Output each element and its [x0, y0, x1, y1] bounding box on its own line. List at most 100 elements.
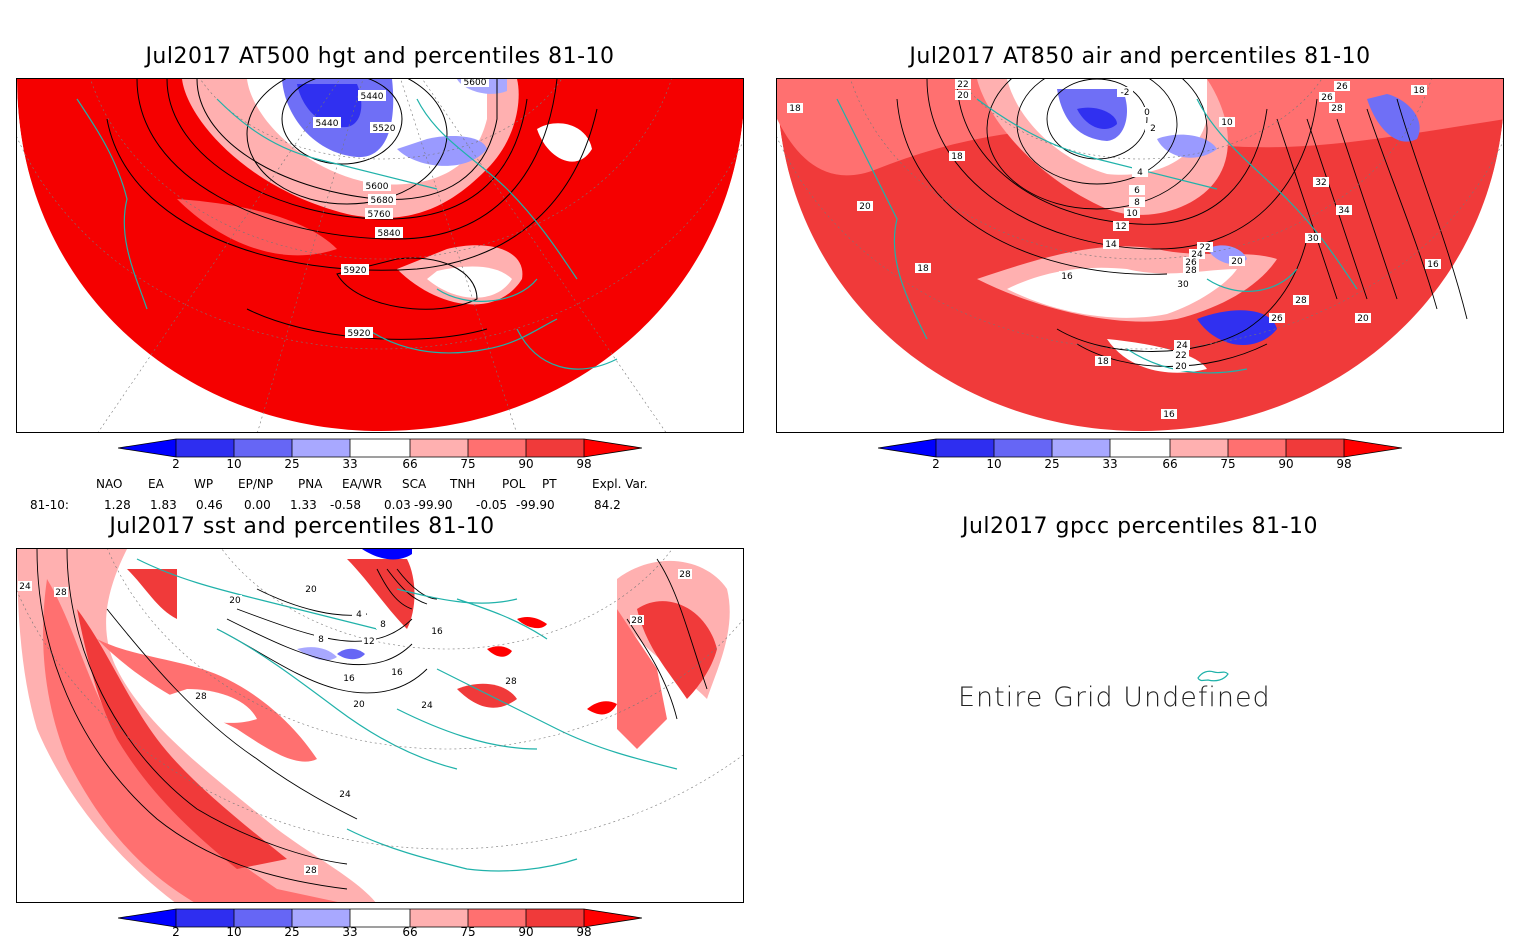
sst-label-7: 12	[363, 637, 374, 647]
air850-label-5: 0	[1144, 108, 1150, 118]
gpcc-title: Jul2017 gpcc percentiles 81-10	[961, 514, 1319, 539]
sst-label-1: 28	[55, 588, 67, 598]
hgt500-label-8: 5920	[344, 266, 367, 276]
hgt500-label-2: 5520	[373, 124, 396, 134]
air850-label-35: 16	[1163, 410, 1175, 420]
idx-header-epnp: EP/NP	[238, 477, 274, 491]
sst-label-8: 16	[343, 674, 355, 684]
gpcc-undefined-message: Entire Grid Undefined	[958, 682, 1271, 713]
cbar3-tick-1: 10	[226, 925, 242, 939]
air850-label-9: 8	[1134, 198, 1140, 208]
air850-title: Jul2017 AT850 air and percentiles 81-10	[909, 44, 1371, 69]
air850-label-6: 2	[1150, 124, 1156, 134]
air850-label-23: 30	[1177, 280, 1189, 290]
idx-val-pt: -99.90	[516, 498, 555, 512]
sst-label-17: 28	[679, 570, 691, 580]
cbar3-tick-5: 75	[460, 925, 476, 939]
idx-header-pt: PT	[542, 477, 557, 491]
hgt500-map-svg: 5440 5440 5520 5600 5600 5680 5760 5840 …	[17, 79, 743, 432]
sst-label-9: 16	[391, 668, 403, 678]
idx-val-eawr: -0.58	[330, 498, 362, 512]
air850-label-10: 10	[1126, 209, 1138, 219]
cbar1-tick-1: 10	[226, 457, 242, 471]
idx-val-tnh: -99.90	[414, 498, 453, 512]
idx-val-wp: 0.46	[196, 498, 223, 512]
air850-label-31: 24	[1176, 341, 1188, 351]
air850-map: 22 20 18 18 -2 0 2 4 6 8 10 10 12 14 16 …	[776, 78, 1504, 433]
sst-title: Jul2017 sst and percentiles 81-10	[109, 514, 495, 539]
sst-label-6: 8	[380, 620, 386, 630]
hgt500-label-7: 5840	[378, 229, 401, 239]
hgt500-label-9: 5920	[348, 329, 371, 339]
hgt500-label-3: 5600	[464, 79, 487, 88]
cbar3-tick-6: 90	[518, 925, 534, 939]
sst-label-3: 28	[195, 692, 207, 702]
sst-map: 24 28 20 28 8 4 8 12 16 16 16 20 24 28 2…	[16, 548, 744, 903]
idx-header-pna: PNA	[298, 477, 323, 491]
cbar1-tick-0: 2	[172, 457, 180, 471]
idx-val-explvar: 84.2	[594, 498, 621, 512]
air850-label-25: 34	[1338, 206, 1350, 216]
air850-label-22: 28	[1185, 266, 1197, 276]
cbar2-tick-2: 25	[1044, 457, 1060, 471]
idx-val-nao: 1.28	[104, 498, 131, 512]
idx-val-pol: -0.05	[476, 498, 508, 512]
air850-label-20: 24	[1191, 250, 1203, 260]
hgt500-title: Jul2017 AT500 hgt and percentiles 81-10	[145, 44, 615, 69]
air850-label-37: 20	[1357, 314, 1369, 324]
cbar1-tick-4: 66	[402, 457, 418, 471]
sst-label-11: 20	[353, 700, 365, 710]
hgt500-map: 5440 5440 5520 5600 5600 5680 5760 5840 …	[16, 78, 744, 433]
air850-label-30: 26	[1271, 314, 1283, 324]
sst-label-10: 16	[431, 627, 443, 637]
idx-header-sca: SCA	[402, 477, 427, 491]
sst-label-15: 24	[339, 790, 351, 800]
sst-label-16: 28	[305, 866, 317, 876]
hgt500-label-6: 5760	[368, 210, 391, 220]
sst-label-12: 24	[421, 701, 433, 711]
hgt500-label-5: 5680	[371, 196, 394, 206]
idx-header-wp: WP	[194, 477, 214, 491]
air850-label-3: 18	[951, 152, 963, 162]
air850-label-21: 26	[1185, 258, 1197, 268]
cbar3-tick-3: 33	[342, 925, 358, 939]
idx-row-label: 81-10:	[30, 498, 69, 512]
sst-colorbar: 2 10 25 33 66 75 90 98	[117, 908, 643, 940]
air850-label-4: -2	[1121, 88, 1130, 98]
air850-label-29: 26	[1321, 93, 1333, 103]
cbar3-tick-7: 98	[576, 925, 592, 939]
cbar1-tick-3: 33	[342, 457, 358, 471]
cbar3-tick-0: 2	[172, 925, 180, 939]
air850-label-33: 20	[1175, 362, 1187, 372]
idx-val-pna: 1.33	[290, 498, 317, 512]
gpcc-coast-fragment	[1197, 670, 1229, 682]
air850-label-13: 14	[1105, 240, 1117, 250]
air850-label-12: 12	[1115, 222, 1126, 232]
air850-label-17: 18	[1413, 86, 1425, 96]
cbar1-tick-5: 75	[460, 457, 476, 471]
sst-label-18: 28	[631, 616, 643, 626]
idx-val-sca: 0.03	[384, 498, 411, 512]
sst-label-13: 28	[505, 677, 517, 687]
idx-header-ea: EA	[148, 477, 164, 491]
cbar2-tick-5: 75	[1220, 457, 1236, 471]
cbar1-tick-6: 90	[518, 457, 534, 471]
air850-label-18: 20	[1231, 257, 1243, 267]
air850-label-1: 20	[957, 91, 969, 101]
air850-label-16: 20	[859, 202, 871, 212]
air850-colorbar: 2 10 25 33 66 75 90 98	[877, 438, 1403, 474]
air850-label-26: 30	[1307, 234, 1319, 244]
air850-label-36: 16	[1427, 260, 1439, 270]
air850-label-38: 28	[1295, 296, 1307, 306]
cbar2-tick-3: 33	[1102, 457, 1118, 471]
air850-label-7: 4	[1137, 168, 1143, 178]
air850-label-11: 10	[1221, 118, 1233, 128]
air850-label-0: 22	[957, 80, 968, 90]
idx-header-eawr: EA/WR	[342, 477, 383, 491]
cbar2-tick-0: 2	[932, 457, 940, 471]
sst-label-5: 4	[356, 610, 362, 620]
air850-label-19: 22	[1199, 243, 1210, 253]
air850-colorbar-svg	[877, 438, 1403, 458]
idx-val-epnp: 0.00	[244, 498, 271, 512]
idx-val-ea: 1.83	[150, 498, 177, 512]
